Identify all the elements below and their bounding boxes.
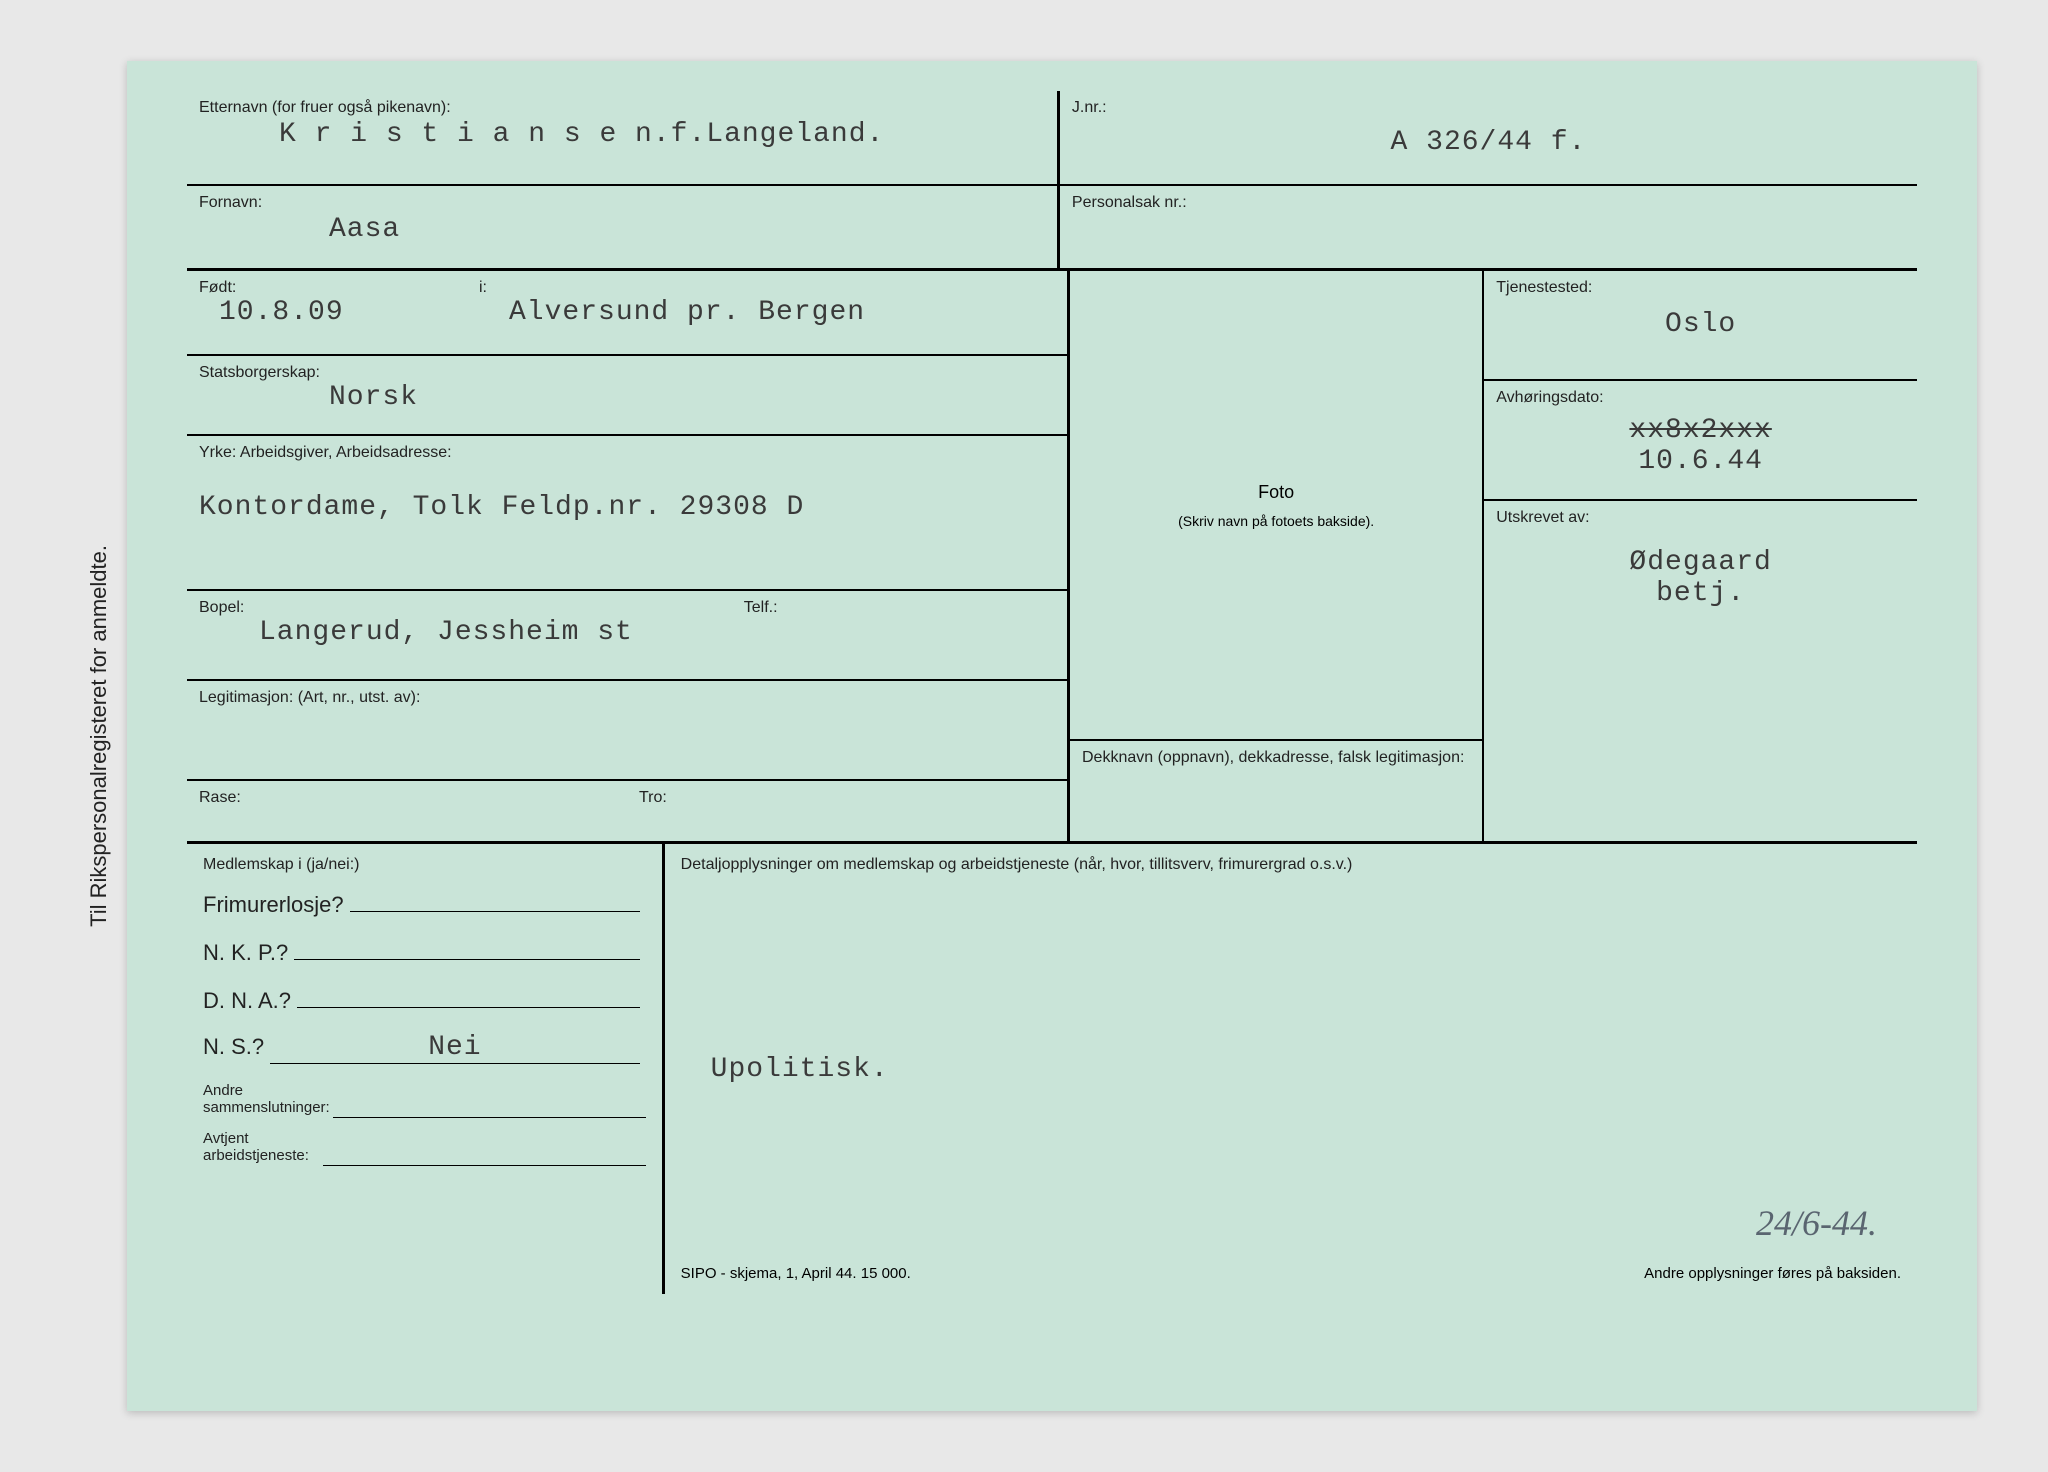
tro-field: Tro: xyxy=(627,781,1067,841)
utskrevet-label: Utskrevet av: xyxy=(1496,509,1589,526)
side-label: Til Rikspersonalregisteret for anmeldte. xyxy=(71,545,127,927)
dekknavn-label: Dekknavn (oppnavn), dekkadresse, falsk l… xyxy=(1082,749,1464,766)
statsborgerskap-label: Statsborgerskap: xyxy=(199,364,320,381)
avhoring-strike: xx8x2xxx xyxy=(1629,415,1771,446)
bopel-field: Bopel: Langerud, Jessheim st xyxy=(199,599,744,671)
detalj-label: Detaljopplysninger om medlemskap og arbe… xyxy=(681,856,1353,873)
telf-field: Telf.: xyxy=(744,599,1055,671)
fornavn-field: Fornavn: Aasa xyxy=(187,186,1057,268)
statsborgerskap-value: Norsk xyxy=(199,382,1055,413)
dekknavn-field: Dekknavn (oppnavn), dekkadresse, falsk l… xyxy=(1070,741,1482,841)
frimurer-value xyxy=(350,888,640,912)
medlemskap-section: Medlemskap i (ja/nei:) Frimurerlosje? N.… xyxy=(187,844,662,1294)
ns-label: N. S.? xyxy=(203,1034,264,1060)
bopel-value: Langerud, Jessheim st xyxy=(199,617,744,648)
foto-box: Foto (Skriv navn på fotoets bakside). xyxy=(1070,271,1482,741)
avhoring-label: Avhøringsdato: xyxy=(1496,389,1603,406)
etternavn-label: Etternavn (for fruer også pikenavn): xyxy=(199,99,1045,117)
yrke-field: Yrke: Arbeidsgiver, Arbeidsadresse: Kont… xyxy=(187,436,1067,591)
legitimasjon-field: Legitimasjon: (Art, nr., utst. av): xyxy=(187,681,1067,781)
jnr-field: J.nr.: A 326/44 f. xyxy=(1057,91,1917,184)
etternavn-value: K r i s t i a n s e n.f.Langeland. xyxy=(199,119,1045,150)
bopel-label: Bopel: xyxy=(199,599,244,616)
dna-label: D. N. A.? xyxy=(203,988,291,1014)
fodt-label: Født: xyxy=(199,279,236,296)
statsborgerskap-field: Statsborgerskap: Norsk xyxy=(187,356,1067,436)
detalj-section: Detaljopplysninger om medlemskap og arbe… xyxy=(662,844,1917,1294)
fornavn-label: Fornavn: xyxy=(199,194,1045,212)
etternavn-field: Etternavn (for fruer også pikenavn): K r… xyxy=(187,91,1057,184)
foto-sub-label: (Skriv navn på fotoets bakside). xyxy=(1178,513,1374,529)
registration-card: Etternavn (for fruer også pikenavn): K r… xyxy=(127,61,1977,1411)
tjenestested-label: Tjenestested: xyxy=(1496,279,1592,296)
sipo-label: SIPO - skjema, 1, April 44. 15 000. xyxy=(681,1265,911,1282)
avhoring-value: 10.6.44 xyxy=(1638,446,1763,477)
fodt-i-value: Alversund pr. Bergen xyxy=(479,297,1055,328)
fornavn-value: Aasa xyxy=(199,214,1045,245)
fodt-i-field: i: Alversund pr. Bergen xyxy=(467,271,1067,354)
frimurer-label: Frimurerlosje? xyxy=(203,892,344,918)
fodt-i-label: i: xyxy=(479,279,487,296)
avhoring-field: Avhøringsdato: xx8x2xxx 10.6.44 xyxy=(1484,381,1917,501)
handwritten-date: 24/6-44. xyxy=(1756,1202,1877,1244)
utskrevet-value2: betj. xyxy=(1656,578,1745,609)
tro-label: Tro: xyxy=(639,789,667,806)
personalsak-label: Personalsak nr.: xyxy=(1072,194,1905,212)
jnr-label: J.nr.: xyxy=(1072,99,1905,117)
nkp-value xyxy=(294,936,639,960)
fodt-value: 10.8.09 xyxy=(199,297,455,328)
utskrevet-field: Utskrevet av: Ødegaard betj. xyxy=(1484,501,1917,641)
dna-value xyxy=(297,984,640,1008)
yrke-label: Yrke: Arbeidsgiver, Arbeidsadresse: xyxy=(199,444,452,461)
baksiden-label: Andre opplysninger føres på baksiden. xyxy=(1644,1265,1901,1282)
telf-label: Telf.: xyxy=(744,599,778,616)
foto-label: Foto xyxy=(1258,482,1294,503)
ns-value: Nei xyxy=(270,1032,640,1064)
personalsak-field: Personalsak nr.: xyxy=(1057,186,1917,268)
rase-field: Rase: xyxy=(187,781,627,841)
yrke-value: Kontordame, Tolk Feldp.nr. 29308 D xyxy=(199,462,1055,523)
tjenestested-value: Oslo xyxy=(1496,297,1905,340)
jnr-value: A 326/44 f. xyxy=(1072,119,1905,158)
nkp-label: N. K. P.? xyxy=(203,940,288,966)
medlemskap-label: Medlemskap i (ja/nei:) xyxy=(203,856,360,873)
utskrevet-value1: Ødegaard xyxy=(1629,547,1771,578)
fodt-field: Født: 10.8.09 xyxy=(187,271,467,354)
rase-label: Rase: xyxy=(199,789,241,806)
legitimasjon-label: Legitimasjon: (Art, nr., utst. av): xyxy=(199,689,420,706)
tjenestested-field: Tjenestested: Oslo xyxy=(1484,271,1917,381)
detalj-value: Upolitisk. xyxy=(681,874,1901,1085)
